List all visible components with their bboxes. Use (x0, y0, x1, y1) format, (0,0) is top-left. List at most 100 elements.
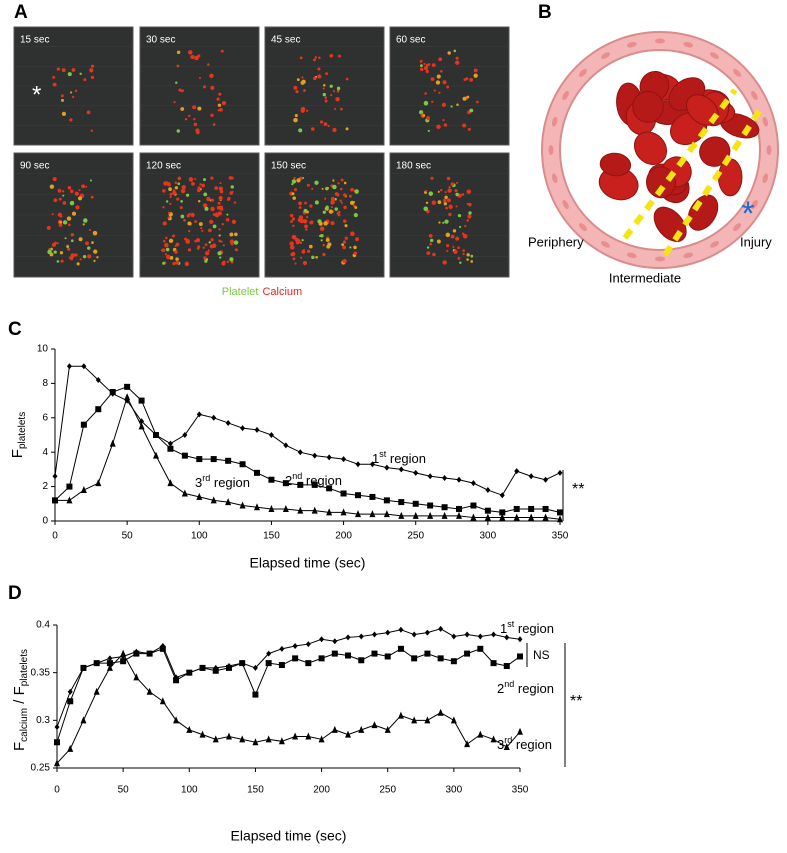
cell-dot (306, 216, 309, 219)
cell-dot (429, 238, 434, 243)
cell-dot (332, 179, 335, 182)
marker-diamond (517, 636, 523, 643)
cell-dot (425, 189, 428, 192)
cell-dot (291, 217, 296, 221)
x-tick-label: 250 (407, 531, 424, 542)
marker-triangle (305, 732, 312, 740)
marker-diamond (268, 432, 274, 438)
cell-dot (56, 260, 60, 263)
cell-dot (291, 234, 297, 240)
marker-square (239, 660, 246, 667)
marker-square (441, 504, 448, 511)
endothelial-nucleus (655, 38, 665, 44)
cell-dot (79, 72, 82, 76)
cell-dot (89, 179, 93, 182)
cell-dot (332, 127, 337, 133)
cell-dot (455, 56, 459, 60)
cell-dot (204, 243, 208, 247)
marker-diamond (95, 376, 101, 383)
cell-dot (450, 234, 455, 239)
marker-triangle (331, 725, 338, 733)
marker-square (411, 655, 418, 662)
series-line (56, 648, 521, 743)
endothelial-nucleus (751, 90, 758, 101)
cell-dot (315, 255, 318, 259)
cell-dot (229, 232, 234, 237)
cell-dot (429, 242, 432, 246)
cell-dot (298, 128, 303, 133)
cell-dot (68, 223, 71, 227)
marker-square (106, 660, 113, 667)
region-label: Intermediate (609, 270, 681, 285)
cell-dot (62, 194, 65, 197)
cell-dot (188, 114, 191, 118)
cell-dot (330, 196, 336, 202)
cell-dot (455, 60, 460, 65)
marker-triangle (196, 492, 203, 500)
cell-dot (454, 189, 458, 193)
endothelial-nucleus (626, 252, 637, 259)
cell-dot (461, 232, 465, 236)
cell-dot (66, 245, 70, 249)
cell-dot (464, 224, 467, 228)
cell-dot (194, 177, 197, 181)
cell-dot (433, 89, 436, 92)
cell-dot (430, 176, 434, 180)
cell-dot (214, 213, 219, 218)
marker-triangle (265, 735, 272, 743)
panel-letter: B (538, 2, 552, 23)
cell-dot (88, 228, 92, 231)
cell-dot (345, 127, 349, 131)
cell-dot (322, 252, 326, 257)
cell-dot (330, 221, 335, 226)
marker-triangle (517, 727, 523, 735)
marker-square (305, 660, 312, 667)
cell-dot (440, 69, 443, 73)
marker-triangle (80, 486, 87, 494)
cell-dot (93, 249, 98, 254)
cell-dot (181, 188, 186, 193)
cell-dot (220, 240, 223, 243)
cell-dot (336, 193, 340, 197)
cell-dot (334, 207, 338, 211)
x-tick-label: 100 (191, 531, 208, 542)
marker-triangle (311, 506, 318, 514)
marker-square (358, 657, 365, 664)
marker-triangle (146, 687, 153, 695)
series-label: 1st region (372, 449, 426, 466)
cell-dot (426, 251, 431, 256)
cell-dot (468, 211, 472, 215)
cell-dot (205, 251, 210, 256)
cell-dot (185, 193, 190, 197)
marker-triangle (186, 725, 193, 733)
cell-dot (187, 248, 192, 252)
cell-dot (456, 181, 459, 184)
y-tick-label: 6 (42, 412, 48, 423)
cell-dot (342, 240, 347, 244)
cell-dot (70, 233, 75, 237)
cell-dot (430, 77, 435, 82)
cell-dot (462, 252, 465, 256)
cell-dot (162, 189, 166, 193)
y-tick-label: 0.4 (36, 620, 50, 631)
cell-dot (165, 247, 170, 252)
marker-diamond (297, 449, 303, 456)
cell-dot (89, 68, 94, 73)
cell-dot (463, 78, 467, 81)
cell-dot (210, 176, 214, 180)
cell-dot (197, 199, 201, 203)
marker-triangle (398, 511, 405, 519)
marker-square (93, 660, 100, 667)
marker-square (424, 650, 431, 657)
cell-dot (234, 248, 238, 252)
cell-dot (442, 260, 447, 265)
marker-square (557, 509, 563, 516)
marker-diamond (81, 363, 87, 370)
marker-diamond (456, 476, 462, 483)
cell-dot (318, 56, 321, 59)
cell-dot (445, 206, 448, 210)
x-tick-label: 150 (263, 531, 280, 542)
cell-dot (217, 103, 222, 107)
cell-dot (291, 182, 294, 186)
cell-dot (230, 176, 234, 180)
